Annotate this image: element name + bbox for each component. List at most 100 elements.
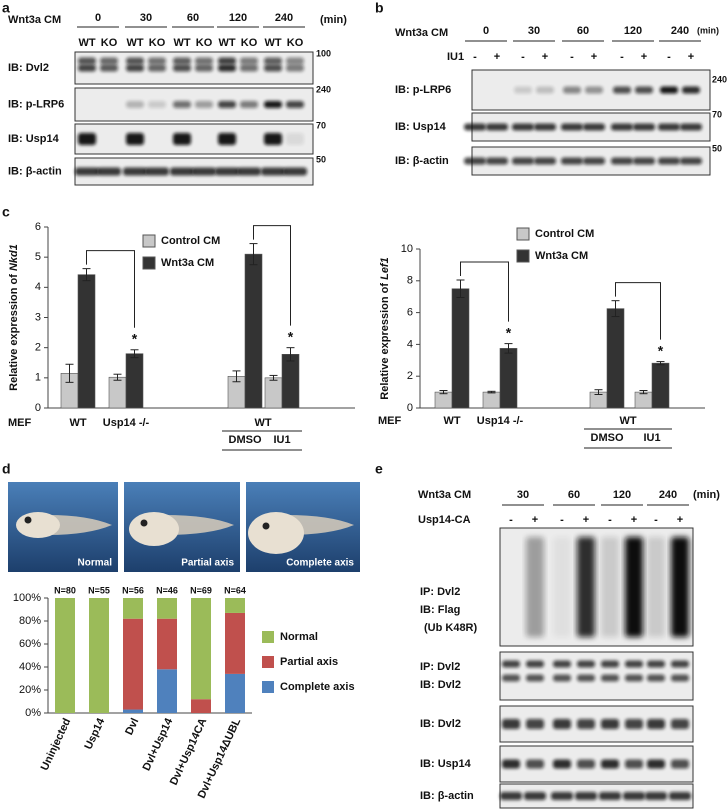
genotype-label: KO [149,37,166,49]
sign-label: - [560,514,564,526]
blot-band [218,101,236,108]
blot-band [601,660,619,668]
blot-band [680,123,702,131]
blot-band [561,157,583,165]
blot-band [123,167,147,176]
x-tick-label: Usp14 -/- [103,417,150,429]
bar [264,377,283,409]
blot-band [625,674,643,682]
blot-band [75,167,99,176]
time-label: 30 [140,12,152,24]
bar [606,308,625,409]
blot-band [283,167,307,176]
x-tick-label: IU1 [643,432,660,444]
blot-label: IB: β-actin [420,790,474,802]
blot-band [613,86,631,94]
blot-band [577,674,595,682]
blot-band [625,759,643,769]
blot-band [658,123,680,131]
tadpole-body [16,512,60,538]
legend-label: Partial axis [280,656,338,668]
bar-segment [191,598,211,700]
sign-label: - [570,51,574,63]
blot-band [623,792,645,800]
bar-segment [157,669,177,713]
sign-label: + [591,51,597,63]
blot-band [486,123,508,131]
error-bar [269,374,278,381]
bar-segment [225,612,245,674]
blot-band [264,57,282,65]
blot-band [240,64,258,72]
sign-label: - [473,51,477,63]
bar-segment [225,598,245,613]
blot-label: IB: Usp14 [420,758,472,770]
blot-band [601,674,619,682]
blot-band [218,133,236,145]
blot-band [78,133,96,145]
time-label: 240 [671,25,689,37]
blot-band [647,719,665,729]
group-label: WT [254,417,271,429]
blot-band [583,157,605,165]
y-tick-label: 4 [35,281,41,293]
blot-band [601,759,619,769]
blot-band [195,57,213,65]
blot-band [599,792,621,800]
blot-band [512,123,534,131]
blot-band [647,537,665,637]
sign-label: - [667,51,671,63]
blot-band [658,157,680,165]
blot-band [173,64,191,72]
bar-segment [191,699,211,713]
blot-band [170,167,194,176]
mw-marker: 50 [712,143,722,153]
legend-label: Wnt3a CM [535,250,588,262]
blot-band [553,759,571,769]
tadpole-eye [140,519,148,527]
time-label: 120 [624,25,642,37]
error-bar [611,300,620,318]
x-tick-label: IU1 [273,434,290,446]
blot-band [126,133,144,145]
sign-label: - [509,514,513,526]
blot-band [660,86,678,94]
sign-label: + [631,514,637,526]
blot-band [577,537,595,637]
legend-label: Control CM [535,228,594,240]
blot-band [526,719,544,729]
blot-band [553,674,571,682]
blot-band [585,86,603,94]
blot-band [192,167,216,176]
blot-label: IB: β-actin [8,165,62,177]
bar-segment [225,673,245,713]
x-tick-label: Usp14 [83,716,108,752]
y-tick-label: 1 [35,372,41,384]
blot-band [500,792,522,800]
x-tick-label: Usp14 -/- [477,415,524,427]
photo-label: Complete axis [286,558,354,569]
legend-swatch [516,227,530,241]
treatment-label: Wnt3a CM [418,489,471,501]
blot-band [633,123,655,131]
bar [244,253,263,409]
blot-label: IB: Dvl2 [8,62,49,74]
blot-band [486,157,508,165]
blot-label: IB: p-LRP6 [395,84,451,96]
blot-band [611,157,633,165]
blot-band [286,57,304,65]
bar-segment [123,598,143,619]
blot-label: (Ub K48R) [424,622,478,634]
sign-label: - [654,514,658,526]
y-tick-label: 10 [401,243,413,255]
blot-band [514,86,532,94]
genotype-label: KO [241,37,258,49]
error-bar [232,370,241,383]
genotype-label: WT [126,37,143,49]
blot-band [625,537,643,637]
unit-label: (min) [693,489,720,501]
blot-band [97,167,121,176]
bar-segment [157,618,177,670]
y-axis-label-part: Relative expression of [379,280,391,400]
unit-label: (min) [697,25,719,35]
